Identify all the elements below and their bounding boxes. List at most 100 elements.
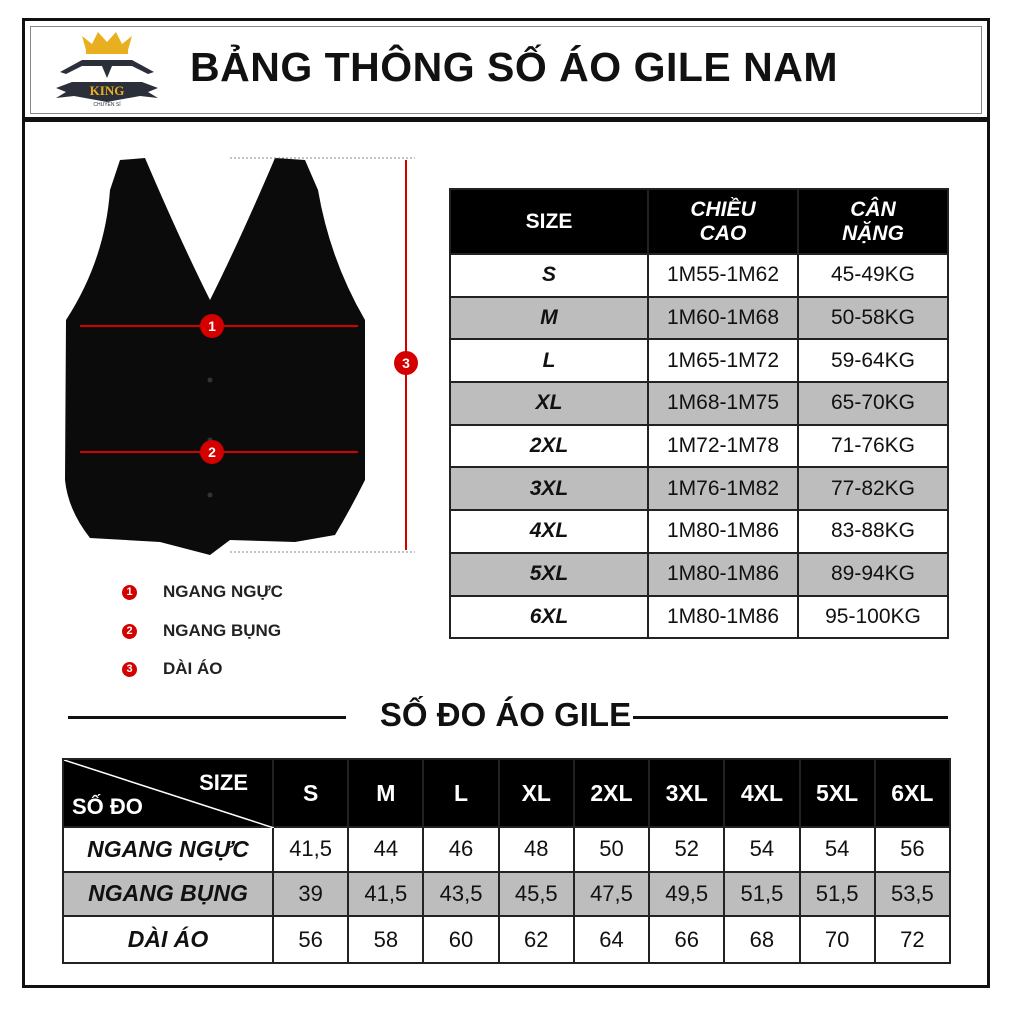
measure-line-chest: 1: [80, 314, 358, 338]
weight-cell: 45-49KG: [797, 253, 949, 298]
measurement-value: 62: [497, 915, 575, 964]
page-title: BẢNG THÔNG SỐ ÁO GILE NAM: [190, 44, 838, 90]
measurement-value: 56: [873, 826, 952, 873]
measurement-value: 70: [798, 915, 876, 964]
size-cell: 2XL: [449, 423, 649, 469]
marker-icon: 3: [122, 661, 137, 677]
size-cell: L: [449, 338, 649, 384]
measurement-value: 41,5: [347, 870, 425, 917]
measurement-value: 48: [497, 826, 575, 873]
height-cell: 1M60-1M68: [647, 295, 799, 341]
height-cell: 1M76-1M82: [647, 466, 799, 512]
measurement-value: 52: [648, 826, 726, 873]
divider-right: [633, 716, 948, 719]
outer-frame: [22, 18, 990, 988]
legend-item-waist: 2 NGANG BỤNG: [122, 621, 281, 641]
corner-cell: SIZE SỐ ĐO: [62, 758, 274, 828]
legend-label: NGANG BỤNG: [163, 621, 282, 640]
size-row: 6XL 1M80-1M86 95-100KG: [449, 594, 949, 640]
measurement-label: NGANG BỤNG: [62, 870, 274, 917]
measurement-value: 53,5: [873, 870, 952, 917]
measurement-row: NGANG BỤNG 39 41,5 43,5 45,5 47,5 49,5 51,5 51,5…: [62, 870, 952, 917]
measurement-value: 43,5: [422, 870, 500, 917]
size-row: 3XL 1M76-1M82 77-82KG: [449, 466, 949, 512]
height-cell: 1M55-1M62: [647, 253, 799, 298]
size-row: M 1M60-1M68 50-58KG: [449, 295, 949, 341]
logo-subtext: CHUYÊN SỈ: [93, 100, 121, 108]
col-size: SIZE: [449, 188, 649, 255]
col-weight: CÂN NẶNG: [797, 188, 949, 255]
legend-item-chest: 1 NGANG NGỰC: [122, 582, 283, 602]
measurement-value: 64: [572, 915, 651, 964]
measurement-value: 45,5: [497, 870, 575, 917]
measurement-value: 47,5: [572, 870, 651, 917]
vest-diagram: 1 2 3: [65, 157, 418, 555]
vest-image: [65, 158, 365, 555]
size-col-header: 5XL: [798, 758, 876, 828]
weight-cell: 50-58KG: [797, 295, 949, 341]
section-title: SỐ ĐO ÁO GILE: [379, 696, 632, 733]
size-col-header: 2XL: [572, 758, 651, 828]
size-col-header: 6XL: [873, 758, 952, 828]
measurement-table-header: SIZE SỐ ĐO S M L XL 2XL 3XL 4XL 5XL 6XL: [62, 758, 952, 828]
size-row: 4XL 1M80-1M86 83-88KG: [449, 509, 949, 554]
legend-label: NGANG NGỰC: [163, 582, 283, 601]
marker-icon: 1: [122, 584, 137, 600]
height-cell: 1M65-1M72: [647, 338, 799, 384]
measurement-row: DÀI ÁO 56 58 60 62 64 66 68 70 72: [62, 915, 952, 964]
size-col-header: M: [347, 758, 425, 828]
height-cell: 1M80-1M86: [647, 594, 799, 640]
legend-item-length: 3 DÀI ÁO: [122, 659, 223, 679]
size-cell: XL: [449, 381, 649, 426]
measurement-value: 51,5: [723, 870, 801, 917]
header: [22, 18, 990, 122]
corner-measure-label: SỐ ĐO: [72, 794, 143, 819]
size-table: SIZE CHIỀU CAO CÂN NẶNG S 1M55-1M62 45-49K…: [449, 188, 949, 640]
size-row: XL 1M68-1M75 65-70KG: [449, 381, 949, 426]
measurement-table: SIZE SỐ ĐO S M L XL 2XL 3XL 4XL 5XL 6XL NGANG NG…: [62, 758, 952, 964]
measurement-value: 68: [723, 915, 801, 964]
weight-cell: 77-82KG: [797, 466, 949, 512]
legend-label: DÀI ÁO: [163, 659, 223, 678]
measurement-value: 54: [723, 826, 801, 873]
measurement-value: 60: [422, 915, 500, 964]
measurement-value: 46: [422, 826, 500, 873]
svg-text:1: 1: [208, 318, 216, 334]
logo-text: KING: [90, 83, 125, 98]
size-col-header: L: [422, 758, 500, 828]
height-cell: 1M68-1M75: [647, 381, 799, 426]
measure-line-length: 3: [230, 157, 418, 553]
weight-cell: 95-100KG: [797, 594, 949, 640]
size-row: 5XL 1M80-1M86 89-94KG: [449, 551, 949, 597]
size-cell: 5XL: [449, 551, 649, 597]
svg-text:2: 2: [208, 444, 216, 460]
measurement-value: 54: [798, 826, 876, 873]
measurement-value: 56: [271, 915, 350, 964]
size-cell: 3XL: [449, 466, 649, 512]
measure-line-waist: 2: [80, 440, 358, 464]
measurement-label: DÀI ÁO: [62, 915, 274, 964]
measurement-value: 66: [648, 915, 726, 964]
height-cell: 1M80-1M86: [647, 551, 799, 597]
size-cell: 4XL: [449, 509, 649, 554]
size-col-header: XL: [497, 758, 575, 828]
size-col-header: S: [271, 758, 350, 828]
measurement-value: 51,5: [798, 870, 876, 917]
size-cell: S: [449, 253, 649, 298]
height-cell: 1M80-1M86: [647, 509, 799, 554]
svg-text:3: 3: [402, 355, 410, 371]
weight-cell: 89-94KG: [797, 551, 949, 597]
measurement-value: 39: [271, 870, 350, 917]
measurement-value: 44: [347, 826, 425, 873]
size-row: 2XL 1M72-1M78 71-76KG: [449, 423, 949, 469]
measurement-value: 49,5: [648, 870, 726, 917]
weight-cell: 65-70KG: [797, 381, 949, 426]
measurement-value: 50: [572, 826, 651, 873]
size-col-header: 4XL: [723, 758, 801, 828]
weight-cell: 59-64KG: [797, 338, 949, 384]
size-cell: M: [449, 295, 649, 341]
measurement-value: 41,5: [271, 826, 350, 873]
king-logo: KING CHUYÊN SỈ: [56, 32, 158, 108]
measurement-value: 58: [347, 915, 425, 964]
size-row: S 1M55-1M62 45-49KG: [449, 253, 949, 298]
